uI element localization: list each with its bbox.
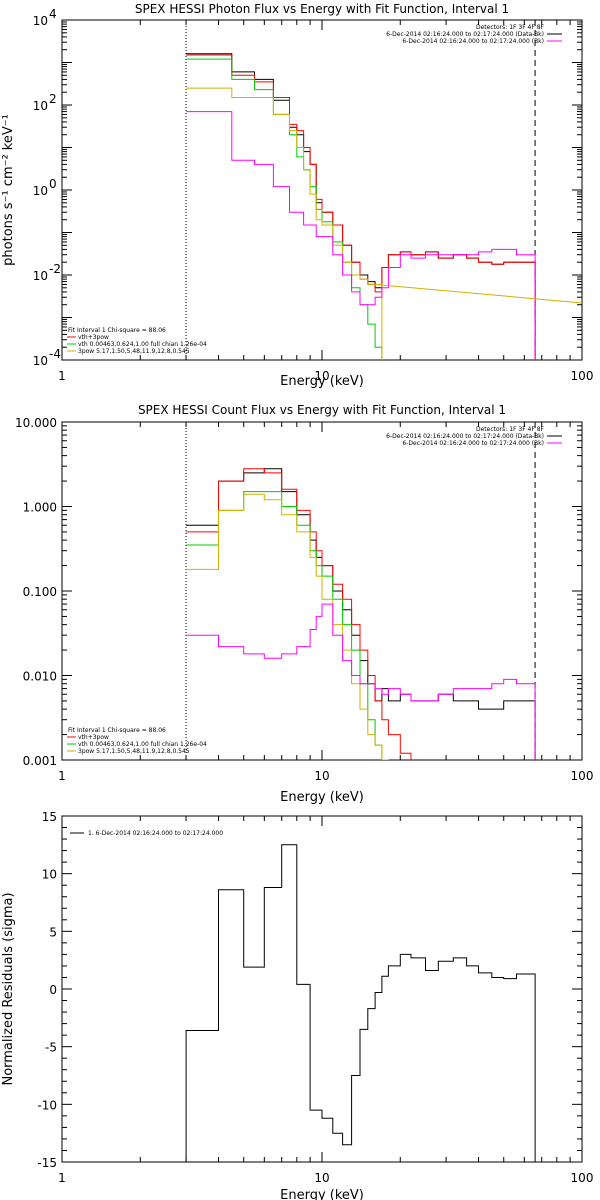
y-tick-label: 1.000 bbox=[23, 501, 57, 515]
plot-area bbox=[186, 53, 582, 360]
series-line-1 bbox=[185, 844, 536, 1162]
y-tick-label: 0 bbox=[49, 983, 57, 997]
y-tick-label: 10 bbox=[33, 184, 48, 198]
legend-entry: Fit Interval 1 Chi-square = 88.06 bbox=[68, 327, 166, 334]
series-line-5 bbox=[186, 111, 536, 360]
y-tick-label: 10 bbox=[33, 14, 48, 28]
series-line-3 bbox=[186, 58, 383, 360]
legend-entry: 6-Dec-2014 02:16:24.000 to 02:17:24.000 … bbox=[386, 31, 544, 38]
x-tick-label: 1 bbox=[58, 369, 66, 383]
y-tick-exponent: 4 bbox=[49, 7, 57, 21]
chart-title: SPEX HESSI Photon Flux vs Energy with Fi… bbox=[135, 2, 509, 16]
series-line-5 bbox=[186, 603, 536, 760]
y-tick-label: 15 bbox=[42, 810, 57, 824]
x-axis-label: Energy (keV) bbox=[280, 374, 364, 389]
legend-entry: Detectors: 1F 3F 4F 8F bbox=[476, 426, 545, 433]
y-tick-label: 10 bbox=[33, 99, 48, 113]
x-axis-label: Energy (keV) bbox=[280, 790, 364, 805]
x-tick-label: 1 bbox=[58, 1171, 66, 1185]
legend-entry: 6-Dec-2014 02:16:24.000 to 02:17:24.000 … bbox=[386, 433, 544, 440]
y-tick-exponent: -4 bbox=[49, 347, 61, 361]
legend-entry: Fit Interval 1 Chi-square = 88.06 bbox=[68, 727, 166, 734]
y-axis-label: photons s⁻¹ cm⁻² keV⁻¹ bbox=[1, 114, 16, 266]
plot-area bbox=[186, 468, 536, 760]
series-line-1 bbox=[186, 468, 536, 760]
y-tick-label: 0.100 bbox=[23, 585, 57, 599]
y-tick-exponent: 2 bbox=[49, 92, 57, 106]
y-tick-label: 10 bbox=[33, 354, 48, 368]
y-tick-label: 5 bbox=[49, 925, 57, 939]
y-tick-label: -5 bbox=[45, 1041, 57, 1055]
fit-extrapolation-line bbox=[375, 283, 582, 304]
y-tick-label: 10.000 bbox=[15, 416, 57, 430]
series-line-2 bbox=[186, 468, 412, 760]
y-tick-label: -10 bbox=[37, 1098, 57, 1112]
y-tick-label: 10 bbox=[42, 868, 57, 882]
legend-entry: 6-Dec-2014 02:16:24.000 to 02:17:24.000 … bbox=[402, 440, 544, 447]
y-tick-exponent: 0 bbox=[49, 177, 57, 191]
y-axis-label: Normalized Residuals (sigma) bbox=[1, 892, 16, 1085]
legend-entry: vth 0.00463,0.624,1.00 full chian 1.26e-… bbox=[78, 341, 207, 348]
x-tick-label: 10 bbox=[314, 1171, 329, 1185]
y-tick-label: 0.001 bbox=[23, 754, 57, 768]
chart-panel-2: SPEX HESSI Count Flux vs Energy with Fit… bbox=[15, 403, 594, 805]
legend-entry: vth+3pow bbox=[78, 734, 109, 741]
legend-entry: Detectors: 1F 3F 4F 8F bbox=[476, 24, 545, 31]
plot-area bbox=[185, 844, 536, 1162]
legend-entry: vth 0.00463,0.624,1.00 full chian 1.26e-… bbox=[78, 741, 207, 748]
x-tick-label: 10 bbox=[314, 369, 329, 383]
y-tick-label: 0.010 bbox=[23, 670, 57, 684]
legend-entry: 6-Dec-2014 02:16:24.000 to 02:17:24.000 … bbox=[402, 38, 544, 45]
series-line-1 bbox=[186, 53, 536, 360]
x-tick-label: 100 bbox=[571, 1171, 594, 1185]
x-axis-label: Energy (keV) bbox=[280, 1188, 364, 1200]
legend-entry: vth+3pow bbox=[78, 334, 109, 341]
x-tick-label: 100 bbox=[571, 369, 594, 383]
x-tick-label: 100 bbox=[571, 769, 594, 783]
y-tick-label: 10 bbox=[33, 269, 48, 283]
y-tick-exponent: -2 bbox=[49, 262, 61, 276]
legend-entry: 1. 6-Dec-2014 02:16:24.000 to 02:17:24.0… bbox=[88, 830, 223, 837]
series-line-2 bbox=[186, 54, 536, 360]
legend-entry: 3pow 5.17,1.50,5.48,11.9,12.8,0.545 bbox=[78, 348, 190, 355]
chart-panel-1: SPEX HESSI Photon Flux vs Energy with Fi… bbox=[1, 2, 593, 389]
x-tick-label: 10 bbox=[314, 769, 329, 783]
series-line-4 bbox=[186, 87, 383, 360]
x-tick-label: 1 bbox=[58, 769, 66, 783]
plot-frame bbox=[61, 19, 583, 361]
series-line-4 bbox=[186, 493, 389, 760]
y-tick-label: -15 bbox=[37, 1156, 57, 1170]
chart-title: SPEX HESSI Count Flux vs Energy with Fit… bbox=[138, 403, 506, 417]
legend-entry: 3pow 5.17,1.50,5.48,11.9,12.8,0.545 bbox=[78, 748, 190, 755]
chart-panel-3: 1 10 100 15 10 5 0 -5 -10 -15 Energy (keV) Normaliz… bbox=[1, 810, 593, 1200]
